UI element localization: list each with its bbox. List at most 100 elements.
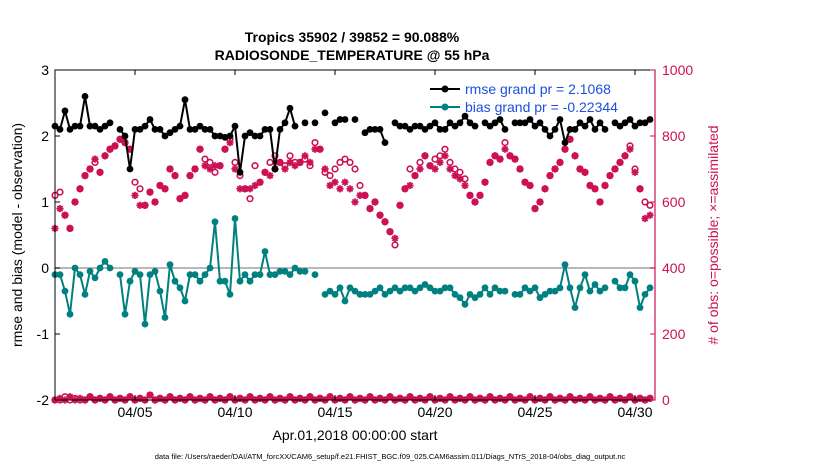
obs_assimilated-point-110-stroke-3	[601, 182, 609, 189]
plot-area	[51, 93, 655, 404]
bias-point-55	[326, 287, 334, 295]
obs_assimilated-point-20-stroke-3	[151, 198, 159, 206]
obs_assimilated-point-76-stroke-3	[431, 165, 439, 173]
rmse-point-60	[351, 116, 359, 123]
rmse-point-101	[556, 116, 564, 123]
obs_assimilated-point-27	[186, 172, 194, 180]
obs_assimilated_low-point-47	[286, 393, 294, 401]
obs_assimilated-point-39-stroke-3	[246, 185, 254, 193]
rmse-point-43	[266, 125, 274, 133]
obs_assimilated-point-63-stroke-3	[366, 205, 374, 212]
bias-point-7	[86, 267, 94, 275]
obs_assimilated_low-point-95	[526, 393, 534, 401]
obs_assimilated-point-17	[136, 201, 144, 209]
obs_assimilated-point-42	[261, 168, 269, 176]
obs_assimilated-point-117	[636, 185, 644, 193]
bias-point-65	[376, 284, 384, 292]
bias-point-63	[366, 291, 374, 298]
bias-point-82	[461, 300, 469, 308]
rmse-point-70	[401, 122, 409, 130]
x-tick-label-4: 04/25	[517, 404, 552, 420]
y-right-tick-label-4: 800	[662, 128, 686, 144]
rmse-point-108	[591, 125, 599, 133]
rmse-point-10	[101, 122, 109, 130]
obs_possible-point-1	[56, 188, 64, 196]
obs_assimilated_low-point-87	[486, 393, 494, 401]
bias-point-95	[526, 287, 534, 295]
rmse-point-92	[511, 119, 519, 127]
obs_assimilated_low-point-83	[466, 393, 474, 401]
bias-point-72	[411, 287, 419, 295]
obs_assimilated_low-point-91-stroke-3	[506, 393, 514, 400]
obs_assimilated-point-46	[281, 165, 289, 173]
bias-point-27	[186, 271, 194, 278]
rmse-point-57	[336, 116, 344, 123]
rmse-point-15	[126, 165, 134, 173]
bias-point-46	[281, 267, 289, 275]
rmse-point-107	[586, 116, 594, 123]
obs_assimilated_low-point-99-stroke-3	[546, 393, 554, 400]
rmse-point-44	[271, 165, 279, 173]
y-left-tick-label-4: 2	[41, 128, 49, 144]
rmse-point-14	[121, 132, 129, 140]
rmse-point-46	[281, 119, 289, 127]
legend-bias-marker	[441, 103, 449, 111]
bias-point-112	[611, 277, 619, 285]
bias-point-119	[646, 284, 654, 292]
obs_assimilated-point-104-stroke-3	[571, 152, 579, 160]
rmse-point-115	[626, 116, 634, 123]
obs_assimilated-point-110	[601, 181, 609, 190]
obs_assimilated-point-108	[591, 185, 599, 193]
bias-point-39	[246, 277, 254, 285]
obs_assimilated-point-64	[371, 198, 379, 206]
obs_assimilated-point-94-stroke-3	[521, 178, 529, 186]
bias-point-94	[521, 284, 529, 292]
obs_assimilated-point-8-stroke-3	[91, 155, 99, 163]
bias-point-5	[76, 271, 84, 278]
bias-point-59	[346, 284, 354, 292]
obs_assimilated-point-2-stroke-3	[61, 211, 69, 219]
obs_assimilated_low-point-19	[146, 391, 154, 399]
obs_assimilated-point-33	[216, 162, 224, 170]
bias-point-16	[131, 267, 139, 275]
obs_assimilated_low-point-119	[646, 394, 654, 402]
obs_assimilated-point-21	[156, 181, 164, 190]
obs_assimilated-point-67-stroke-3	[386, 228, 394, 235]
obs_possible-point-73	[416, 158, 424, 166]
obs_assimilated-point-74-stroke-3	[421, 152, 429, 160]
obs_assimilated-point-9	[96, 168, 104, 176]
rmse-point-20	[151, 125, 159, 133]
obs_assimilated-point-92-stroke-3	[511, 155, 519, 163]
obs_assimilated-point-5	[76, 185, 84, 193]
bias-point-102	[561, 261, 569, 269]
rmse-point-26	[181, 96, 189, 104]
obs_assimilated-point-13-stroke-3	[116, 136, 124, 143]
obs_assimilated-point-9-stroke-3	[96, 169, 104, 176]
obs_assimilated-point-105-stroke-3	[576, 165, 584, 173]
obs_assimilated-point-118-stroke-3	[641, 215, 649, 222]
rmse-point-78	[441, 125, 449, 133]
bias-point-105	[576, 284, 584, 292]
obs_assimilated-point-4-stroke-3	[71, 198, 79, 206]
rmse-point-112	[611, 119, 619, 127]
obs_assimilated-point-1	[56, 205, 64, 213]
rmse-point-4	[71, 122, 79, 130]
obs_assimilated-point-107-stroke-3	[586, 182, 594, 189]
rmse-point-3	[66, 125, 74, 133]
obs_assimilated-point-89	[496, 155, 504, 163]
bias-point-20	[151, 267, 159, 275]
rmse-point-83	[466, 119, 474, 127]
bias-point-9	[96, 264, 104, 272]
obs_assimilated-point-109	[596, 198, 604, 206]
obs_assimilated-point-117-stroke-3	[636, 185, 644, 193]
obs_assimilated-point-96-stroke-3	[531, 205, 539, 212]
bias-point-98	[541, 291, 549, 298]
obs_possible-point-55	[326, 172, 334, 180]
obs_assimilated-point-64-stroke-3	[371, 198, 379, 206]
bias-point-44	[271, 271, 279, 278]
obs_assimilated_low-point-71-stroke-3	[406, 393, 414, 400]
y-left-tick-label-5: 3	[41, 62, 49, 78]
obs_assimilated-point-103-stroke-3	[566, 136, 574, 143]
obs_assimilated-point-103	[566, 135, 574, 143]
rmse-point-106	[581, 122, 589, 130]
